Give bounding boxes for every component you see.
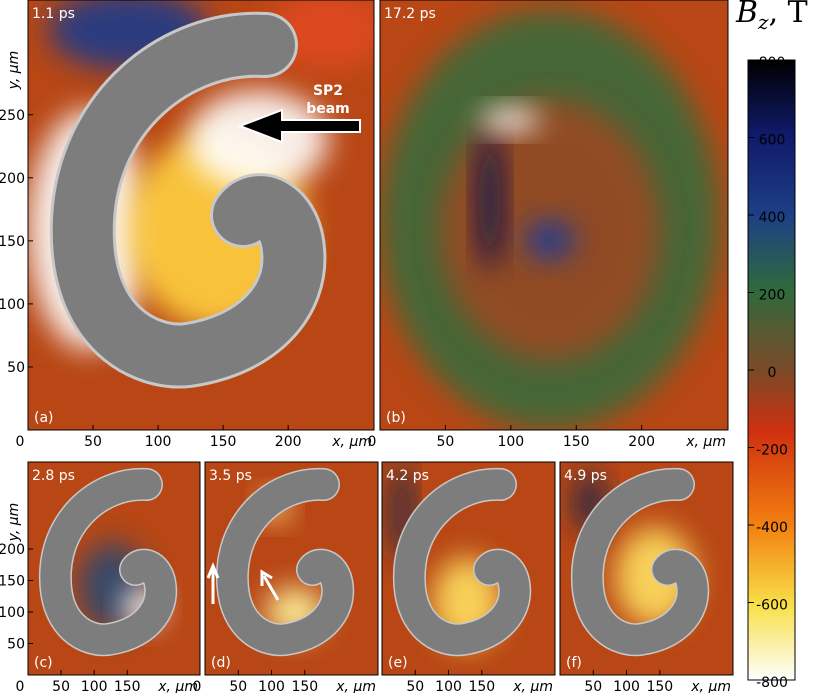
colorbar-tick-label: 600: [759, 133, 786, 149]
colorbar-tick-label: -200: [756, 443, 788, 459]
x-tick-label: 50: [406, 679, 424, 693]
panel-frame: [204, 461, 379, 676]
beam-arrow: [237, 108, 361, 144]
heatmap-panel: [380, 0, 728, 430]
heatmap-panel: [28, 0, 374, 430]
x-tick-label: 50: [436, 434, 454, 450]
x-tick-label: 50: [84, 434, 102, 450]
x-tick-label: 150: [291, 679, 318, 693]
field-feature: [188, 90, 328, 190]
x-axis-label: x, μm: [690, 679, 731, 693]
x-tick-label: 150: [114, 679, 141, 693]
y-tick-label: 100: [0, 297, 25, 313]
panel-label: (d): [211, 655, 231, 671]
x-axis-label: x, μm: [685, 434, 726, 450]
x-tick-label: 100: [435, 679, 462, 693]
x-tick-label: 200: [628, 434, 655, 450]
x-tick-label: 150: [563, 434, 590, 450]
panel-frame: [381, 461, 556, 676]
y-tick-label: 150: [0, 573, 25, 589]
field-feature: [478, 130, 502, 270]
beam-annotation: SP2: [313, 83, 343, 99]
panel-label: (c): [34, 655, 53, 671]
y-tick-label: 250: [0, 108, 25, 124]
x-axis-label: x, μm: [157, 679, 198, 693]
x-axis-label: x, μm: [335, 679, 376, 693]
y-tick-label: 50: [7, 360, 25, 376]
colorbar-tick-label: 200: [759, 288, 786, 304]
panel-label: (a): [34, 410, 54, 426]
y-tick-label: 150: [0, 234, 25, 250]
heatmap-panel: [28, 462, 200, 675]
panel-time: 1.1 ps: [32, 6, 75, 22]
y-axis-label: y, μm: [6, 51, 22, 91]
target: [40, 469, 176, 655]
x-tick-label: 50: [52, 679, 70, 693]
x-tick-label: 200: [275, 434, 302, 450]
x-tick-label: 150: [468, 679, 495, 693]
target: [394, 469, 530, 655]
heatmap-panel: [560, 462, 733, 675]
x-tick-label: 50: [584, 679, 602, 693]
x-tick-label: 150: [646, 679, 673, 693]
flow-arrow: [260, 569, 280, 601]
panel-time: 4.2 ps: [386, 468, 429, 484]
colorbar-tick-label: 400: [759, 210, 786, 226]
heatmap-panel: [382, 462, 555, 675]
x-tick-label: 150: [210, 434, 237, 450]
x-tick-label: 0: [16, 679, 25, 693]
colorbar-tick-label: -800: [756, 675, 788, 691]
colorbar-tick-label: 0: [768, 365, 777, 381]
y-axis-label: y, μm: [6, 503, 22, 543]
x-tick-label: 100: [613, 679, 640, 693]
colorbar: [747, 59, 796, 681]
x-axis-label: x, μm: [512, 679, 553, 693]
x-axis-label: x, μm: [331, 434, 372, 450]
y-tick-label: 100: [0, 605, 25, 621]
target: [572, 469, 708, 655]
x-tick-label: 0: [193, 679, 202, 693]
x-tick-label: 100: [81, 679, 108, 693]
panel-frame: [27, 0, 375, 431]
panel-time: 3.5 ps: [209, 468, 252, 484]
x-tick-label: 100: [145, 434, 172, 450]
flow-arrow: [206, 562, 220, 604]
panel-time: 2.8 ps: [32, 468, 75, 484]
y-tick-label: 200: [0, 542, 25, 558]
panel-label: (e): [388, 655, 408, 671]
x-tick-label: 100: [497, 434, 524, 450]
y-tick-label: 200: [0, 171, 25, 187]
x-tick-label: 0: [16, 434, 25, 450]
panel-time: 17.2 ps: [384, 6, 436, 22]
colorbar-tick-label: -400: [756, 520, 788, 536]
x-tick-label: 50: [229, 679, 247, 693]
colorbar-tick-label: -600: [756, 598, 788, 614]
panel-label: (b): [386, 410, 406, 426]
target: [217, 469, 353, 655]
panel-frame: [559, 461, 734, 676]
colorbar-label: Bz, T: [735, 0, 808, 34]
x-tick-label: 100: [258, 679, 285, 693]
field-feature: [525, 220, 575, 260]
panel-time: 4.9 ps: [564, 468, 607, 484]
target: [52, 14, 324, 386]
x-tick-label: 0: [368, 434, 377, 450]
panel-frame: [379, 0, 729, 431]
panel-frame: [27, 461, 201, 676]
colorbar-tick-label: 800: [759, 55, 786, 71]
field-feature: [480, 108, 540, 132]
panel-label: (f): [566, 655, 582, 671]
heatmap-panel: [205, 462, 378, 675]
y-tick-label: 50: [7, 636, 25, 652]
beam-annotation: beam: [306, 101, 350, 117]
